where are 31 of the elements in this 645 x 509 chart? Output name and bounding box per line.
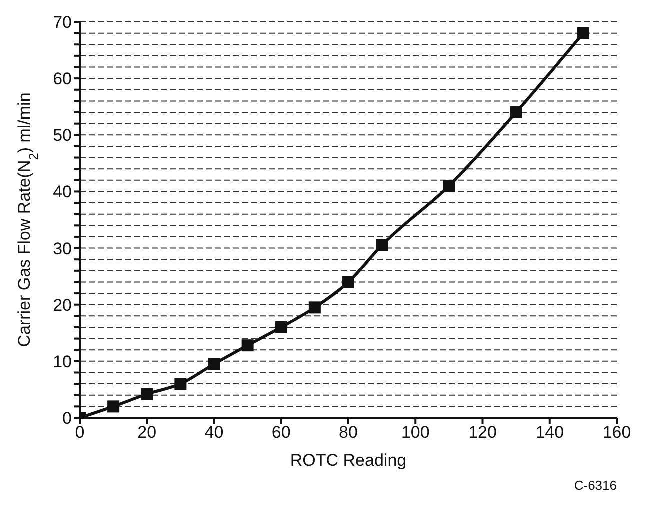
y-tick-label: 30 (53, 239, 72, 258)
y-tick-label: 70 (53, 13, 72, 32)
point (342, 276, 354, 288)
x-axis-title: ROTC Reading (290, 451, 407, 470)
text: C-6316 (574, 478, 617, 493)
y-tick-label: 60 (53, 70, 72, 89)
point (443, 180, 456, 192)
x-tick-label: 160 (602, 423, 632, 442)
x-tick-label: 140 (536, 423, 564, 442)
x-tick-label: 120 (468, 423, 497, 442)
y-tick-label: 0 (62, 409, 72, 428)
x-tick-label: 100 (401, 423, 430, 442)
x-tick-label: 40 (204, 423, 224, 442)
y-tick-label: 20 (53, 296, 72, 315)
x-tick-label: 80 (339, 423, 358, 442)
point (308, 302, 321, 314)
y-tick-label: 50 (53, 126, 72, 146)
point (174, 378, 187, 390)
point (376, 239, 388, 252)
point (275, 321, 288, 334)
point (141, 388, 154, 400)
point (208, 358, 220, 370)
x-tick-label: 20 (138, 423, 157, 442)
point (242, 340, 254, 352)
x-tick-label: 0 (75, 423, 85, 442)
point (108, 400, 120, 413)
point (577, 27, 590, 40)
y-tick-label: 40 (53, 182, 72, 202)
point (510, 106, 522, 119)
y-tick-label: 10 (53, 352, 72, 372)
x-tick-label: 60 (272, 423, 291, 442)
